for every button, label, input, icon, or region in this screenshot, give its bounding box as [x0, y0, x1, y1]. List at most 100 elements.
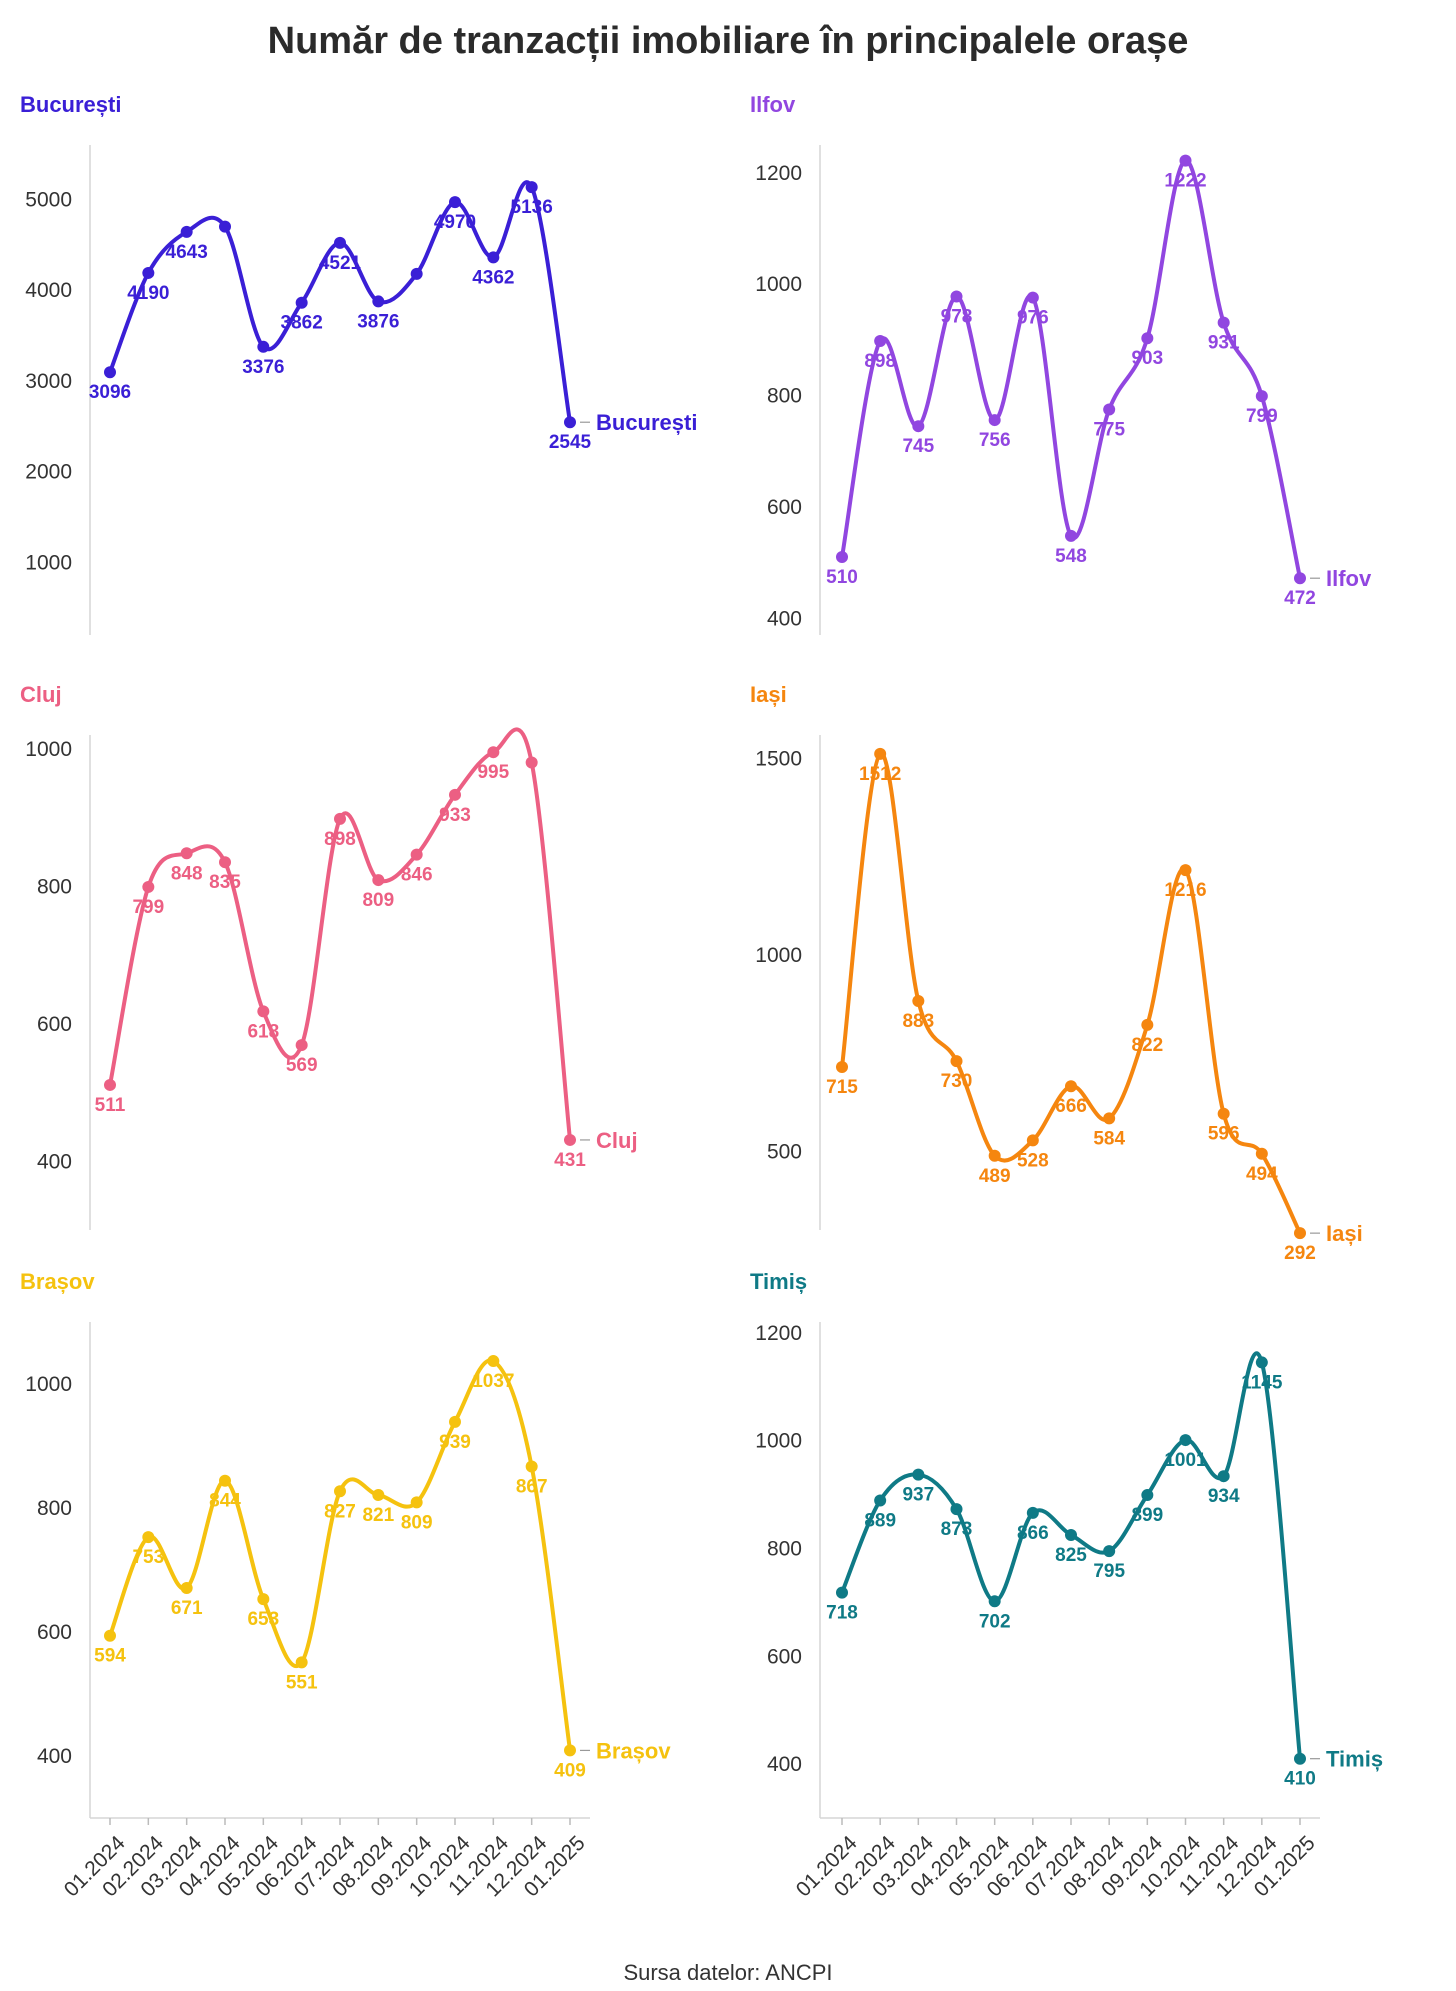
panel-1-point: [487, 251, 500, 264]
panel-5-point: [180, 1581, 193, 1594]
panel-5-data-label: 939: [439, 1432, 471, 1453]
panel-3-data-label: 431: [554, 1150, 586, 1171]
panel-6-point: [912, 1468, 925, 1481]
panel-6-point: [1141, 1489, 1154, 1502]
panel-5-data-label: 821: [362, 1505, 394, 1526]
panel-3-point: [142, 880, 155, 893]
panel-1-data-label: 4190: [127, 283, 169, 304]
panel-4-data-label: 596: [1208, 1124, 1240, 1145]
panel-6-data-label: 866: [1017, 1523, 1049, 1544]
panel-5-y-tick: 1000: [25, 1373, 72, 1396]
panel-5-data-label: 867: [516, 1476, 548, 1497]
panel-1-point: [372, 295, 385, 308]
panel-5-data-label: 809: [401, 1512, 433, 1533]
panel-2-data-label: 898: [864, 351, 896, 372]
panel-3-point: [257, 1005, 270, 1018]
panel-4-point: [874, 747, 887, 760]
panel-1-data-label: 4521: [319, 253, 362, 274]
panel-4-data-label: 715: [826, 1077, 858, 1098]
panel-5-point: [334, 1485, 346, 1498]
panel-6-data-label: 934: [1208, 1486, 1240, 1507]
panel-3-point: [449, 788, 461, 801]
panel-4-series-line: [840, 751, 1302, 1236]
panel-2-data-label: 976: [1017, 308, 1049, 329]
panel-6-data-label: 1001: [1164, 1450, 1207, 1471]
panel-4-data-label: 666: [1055, 1096, 1087, 1117]
panel-2-data-label: 903: [1131, 348, 1163, 369]
panel-3-y-tick: 1000: [25, 738, 72, 761]
panel-6-point: [1103, 1545, 1116, 1558]
panel-1-title: București: [20, 92, 121, 117]
panel-2-point: [912, 420, 925, 433]
panel-6-data-label: 873: [941, 1519, 973, 1540]
panel-5-end-label: Brașov: [596, 1738, 671, 1763]
panel-1-data-label: 4643: [166, 242, 208, 263]
panel-5-point: [104, 1629, 116, 1642]
panel-5-series-line: [108, 1358, 572, 1753]
panel-6-y-tick: 800: [767, 1537, 802, 1560]
panel-1-point: [564, 416, 576, 429]
panel-5-point: [525, 1460, 538, 1473]
panel-6-data-label: 1145: [1241, 1372, 1283, 1393]
panel-6-data-label: 825: [1055, 1545, 1087, 1566]
panel-2-point: [1103, 403, 1116, 416]
panel-3-point: [180, 847, 193, 860]
panel-4-data-label: 584: [1093, 1128, 1125, 1149]
panel-3-series-line: [108, 727, 572, 1142]
panel-5-y-tick: 600: [37, 1621, 72, 1644]
panel-2-point: [1141, 332, 1154, 345]
panel-4-data-label: 730: [941, 1071, 973, 1092]
panel-2-point: [1179, 154, 1192, 167]
panel-5-point: [449, 1415, 461, 1428]
panel-3-data-label: 618: [247, 1021, 279, 1042]
panel-4-point: [1026, 1134, 1039, 1147]
panel-3-data-label: 835: [209, 872, 241, 893]
panel-6-point: [836, 1586, 848, 1599]
panel-3-data-label: 898: [324, 829, 356, 850]
panel-3-end-label: Cluj: [596, 1128, 638, 1153]
panel-2-point: [988, 414, 1001, 427]
panel-1-y-tick: 5000: [25, 188, 72, 211]
panel-3-point: [564, 1133, 576, 1146]
panel-6-data-label: 937: [902, 1485, 934, 1506]
panel-6-point: [988, 1595, 1001, 1608]
panel-3-point: [525, 756, 538, 769]
panel-5-data-label: 551: [286, 1672, 318, 1693]
panel-3-point: [487, 746, 500, 759]
panel-4-point: [1294, 1227, 1306, 1240]
panel-5-data-label: 671: [171, 1598, 203, 1619]
panel-3-data-label: 995: [477, 762, 509, 783]
panel-2-y-tick: 600: [767, 496, 802, 519]
panel-1-point: [295, 296, 308, 309]
panel-2-data-label: 799: [1246, 406, 1278, 427]
panel-5-point: [219, 1474, 231, 1487]
panel-4-point: [1179, 864, 1192, 877]
panel-5-point: [564, 1744, 576, 1757]
panel-1-point: [410, 267, 423, 280]
panel-6-y-tick: 1200: [755, 1322, 802, 1345]
panel-5-title: Brașov: [20, 1269, 95, 1294]
panel-4-data-label: 822: [1131, 1035, 1163, 1056]
source-note: Sursa datelor: ANCPI: [623, 1960, 833, 1985]
panel-6-y-tick: 400: [767, 1753, 802, 1776]
panel-2-data-label: 510: [826, 567, 858, 588]
panel-6-point: [1065, 1528, 1077, 1541]
panel-6-series-line: [840, 1351, 1302, 1761]
panel-5-y-tick: 800: [37, 1497, 72, 1520]
panel-5-data-label: 594: [94, 1646, 126, 1667]
panel-2-title: Ilfov: [750, 92, 796, 117]
panel-2-point: [836, 551, 848, 564]
panel-6-title: Timiș: [750, 1269, 807, 1294]
panel-2-point: [1026, 291, 1039, 304]
panel-4-point: [1255, 1147, 1268, 1160]
panel-4-y-tick: 500: [767, 1140, 802, 1163]
panel-2-point: [950, 290, 963, 303]
panel-2-data-label: 548: [1055, 546, 1087, 567]
panel-2-point: [1255, 390, 1268, 403]
panel-2-data-label: 472: [1284, 588, 1316, 609]
panel-1-data-label: 3376: [242, 357, 284, 378]
panel-3-point: [219, 856, 231, 869]
panel-6-data-label: 718: [826, 1603, 858, 1624]
panel-1-point: [180, 225, 193, 238]
